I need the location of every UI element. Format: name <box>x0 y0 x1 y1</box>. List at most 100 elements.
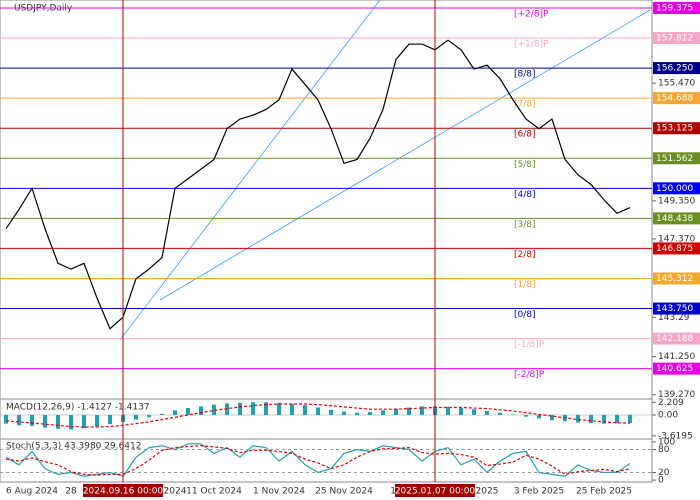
macd-bar <box>303 405 307 415</box>
price-box <box>653 152 700 165</box>
price-box-label: 148.438 <box>656 214 693 224</box>
macd-bar <box>524 414 528 417</box>
series-line <box>5 39 631 330</box>
macd-bar <box>134 414 138 420</box>
macd-bar <box>355 412 359 415</box>
y-tick-label: 155.470 <box>658 79 695 89</box>
x-tick-label: 6 Aug 2024 <box>6 487 58 497</box>
murray-label: [8/8] <box>514 70 536 80</box>
stoch-title: Stoch(5,3,3) 43.3980 29.6412 <box>6 442 141 452</box>
date-highlight <box>83 484 163 497</box>
macd-bar <box>199 406 203 415</box>
price-box-label: 142.188 <box>656 334 693 344</box>
y-tick-label: 2.209 <box>658 398 684 408</box>
price-box-label: 151.562 <box>656 154 693 164</box>
macd-bar <box>264 402 268 415</box>
y-tick-label: -3.6195 <box>658 431 693 441</box>
y-tick-label: 80 <box>658 445 670 455</box>
macd-bar <box>251 402 255 415</box>
y-tick-label: 100 <box>658 437 675 447</box>
macd-bar <box>212 404 216 415</box>
macd-bar <box>472 409 476 415</box>
murray-label: [1/8] <box>514 280 536 290</box>
macd-bar <box>420 406 424 415</box>
channel-line <box>119 0 381 341</box>
price-box-label: 153.125 <box>656 124 693 134</box>
macd-bar <box>589 414 593 424</box>
y-tick-label: 149.350 <box>658 196 695 206</box>
macd-bar <box>56 414 60 429</box>
price-box <box>653 182 700 195</box>
x-tick-label: 28 <box>65 487 77 497</box>
price-box-label: 145.312 <box>656 274 693 284</box>
price-box <box>653 62 700 75</box>
price-box <box>653 302 700 315</box>
macd-bar <box>160 413 164 415</box>
price-box-label: 156.250 <box>656 64 693 74</box>
price-box <box>653 122 700 135</box>
macd-bar <box>407 407 411 415</box>
y-tick-label: 141.250 <box>658 352 695 362</box>
macd-bar <box>628 414 632 424</box>
macd-bar <box>290 404 294 415</box>
macd-bar <box>17 414 21 426</box>
price-box-label: 159.375 <box>656 3 693 13</box>
macd-bar <box>537 414 541 419</box>
murray-label: [-2/8]P <box>514 370 545 380</box>
macd-bar <box>147 414 151 418</box>
murray-label: [7/8] <box>514 100 536 110</box>
macd-bar <box>329 409 333 415</box>
price-box <box>653 272 700 285</box>
x-tick-label: 25 Nov 2024 <box>315 487 373 497</box>
price-box-label: 154.688 <box>656 94 693 104</box>
macd-bar <box>342 411 346 415</box>
murray-label: [2/8] <box>514 250 536 260</box>
macd-bar <box>498 412 502 415</box>
price-box <box>653 332 700 345</box>
macd-bar <box>368 412 372 415</box>
murray-label: [3/8] <box>514 220 536 230</box>
y-tick-label: 0.00 <box>658 410 678 420</box>
macd-bar <box>485 410 489 415</box>
macd-bar <box>602 414 606 424</box>
plot-frame <box>0 0 653 483</box>
murray-label: [5/8] <box>514 160 536 170</box>
x-tick-label: 2025.01.07 00:00 <box>395 487 476 497</box>
price-box-label: 140.625 <box>656 364 693 374</box>
x-tick-label: 2024 <box>164 487 187 497</box>
y-tick-label: 147.370 <box>658 234 695 244</box>
x-tick-label: 25 Feb 2025 <box>576 487 632 497</box>
macd-bar <box>186 408 190 415</box>
price-box <box>653 362 700 375</box>
macd-bar <box>82 414 86 429</box>
macd-bar <box>459 408 463 415</box>
price-box-label: 143.750 <box>656 304 693 314</box>
price-box <box>653 1 700 14</box>
price-box-label: 146.875 <box>656 244 693 254</box>
macd-bar <box>576 414 580 423</box>
murray-label: [-1/8]P <box>514 340 545 350</box>
x-tick-label: 11 Oct 2024 <box>186 487 242 497</box>
macd-bar <box>316 407 320 415</box>
series-line <box>5 443 631 477</box>
macd-bar <box>30 414 34 426</box>
murray-label: [+2/8]P <box>514 9 549 19</box>
macd-bar <box>69 414 73 430</box>
macd-bar <box>43 414 47 428</box>
date-highlight <box>395 484 475 497</box>
price-box <box>653 92 700 105</box>
price-box <box>653 212 700 225</box>
y-tick-label: 139.270 <box>658 390 695 400</box>
murray-label: [6/8] <box>514 130 536 140</box>
macd-bar <box>108 414 112 425</box>
price-box <box>653 32 700 45</box>
murray-label: [0/8] <box>514 310 536 320</box>
macd-title: MACD(12,26,9) -1.4127 -1.4137 <box>6 403 150 413</box>
x-tick-label: 2025 <box>476 487 499 497</box>
macd-bar <box>446 406 450 415</box>
x-tick-label: 1 Nov 2024 <box>253 487 305 497</box>
macd-bar <box>173 410 177 415</box>
y-tick-label: 20 <box>658 468 670 478</box>
price-box <box>653 242 700 255</box>
